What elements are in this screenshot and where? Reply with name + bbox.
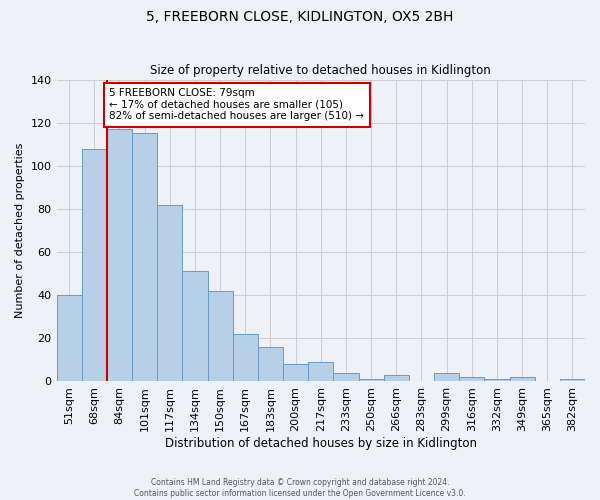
Bar [383,375,409,382]
Text: 5 FREEBORN CLOSE: 79sqm
← 17% of detached houses are smaller (105)
82% of semi-d: 5 FREEBORN CLOSE: 79sqm ← 17% of detache… [109,88,364,122]
Bar [560,380,585,382]
Bar [56,295,82,382]
Bar [509,377,535,382]
Bar [459,377,484,382]
Text: 5, FREEBORN CLOSE, KIDLINGTON, OX5 2BH: 5, FREEBORN CLOSE, KIDLINGTON, OX5 2BH [146,10,454,24]
Bar [107,129,132,382]
Bar [233,334,258,382]
Y-axis label: Number of detached properties: Number of detached properties [15,143,25,318]
Bar [82,148,107,382]
Bar [359,380,383,382]
Bar [258,347,283,382]
Bar [182,272,208,382]
Bar [132,134,157,382]
Bar [308,362,334,382]
Title: Size of property relative to detached houses in Kidlington: Size of property relative to detached ho… [151,64,491,77]
Bar [208,291,233,382]
X-axis label: Distribution of detached houses by size in Kidlington: Distribution of detached houses by size … [165,437,477,450]
Bar [283,364,308,382]
Text: Contains HM Land Registry data © Crown copyright and database right 2024.
Contai: Contains HM Land Registry data © Crown c… [134,478,466,498]
Bar [157,204,182,382]
Bar [334,373,359,382]
Bar [484,380,509,382]
Bar [434,373,459,382]
